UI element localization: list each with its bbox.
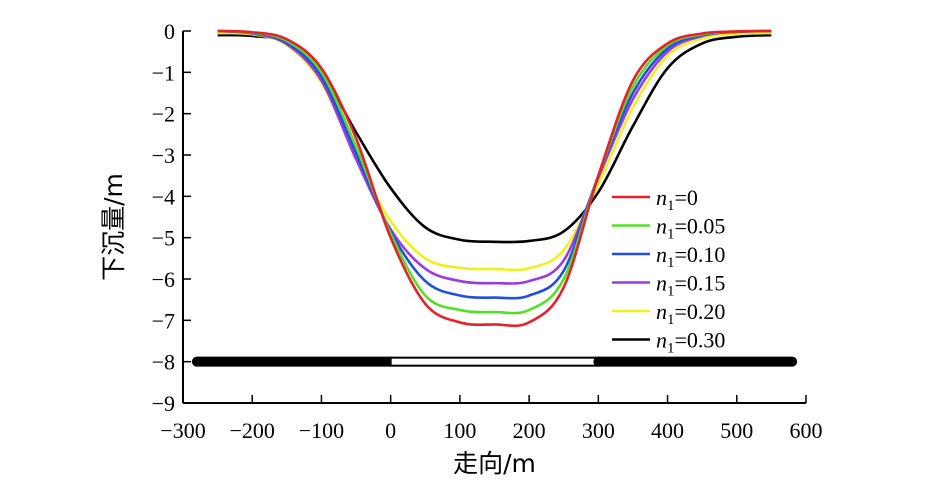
x-tick-label: 200 [513,418,546,443]
axes-group: 0 −1 −2 −3 −4 −5 −6 −7 −8 −9−300 −200 −100 0 100 200 30… [152,19,823,443]
legend-label: n1=0.10 [656,242,725,271]
series-line-2 [217,29,772,315]
y-tick-label: 0 [164,19,175,44]
x-tick-label: −200 [230,418,275,443]
y-tick-label: −3 [152,143,175,168]
legend-label: n1=0.20 [656,299,725,328]
x-tick-label: 500 [720,418,753,443]
series-line-4 [217,29,772,285]
legend-label: n1=0.30 [656,328,725,357]
y-tick-label: −4 [152,184,175,209]
y-axis-title: 下沉量/m [99,173,128,281]
series-line-1 [217,29,772,328]
x-tick-label: −100 [299,418,344,443]
x-axis-title: 走向/m [453,449,536,478]
y-tick-label: −5 [152,226,175,251]
y-tick-label: −6 [152,267,175,292]
seam-bar-hollow [389,356,600,367]
x-tick-label: 400 [651,418,684,443]
x-tick-label: 0 [385,418,396,443]
series-line-3 [217,29,772,300]
legend-label: n1=0 [656,185,698,214]
series-lines-group [217,29,772,328]
x-tick-label: 600 [790,418,823,443]
x-tick-label: 100 [443,418,476,443]
legend-label: n1=0.15 [656,271,725,300]
y-tick-label: −7 [152,308,175,333]
series-line-6 [217,33,772,244]
x-tick-label: −300 [160,418,205,443]
y-tick-label: −1 [152,60,175,85]
y-tick-label: −9 [152,391,175,416]
coal-seam-bar-group [191,356,798,367]
y-tick-label: −2 [152,102,175,127]
legend-label: n1=0.05 [656,214,725,243]
x-tick-label: 300 [582,418,615,443]
y-tick-label: −8 [152,350,175,375]
